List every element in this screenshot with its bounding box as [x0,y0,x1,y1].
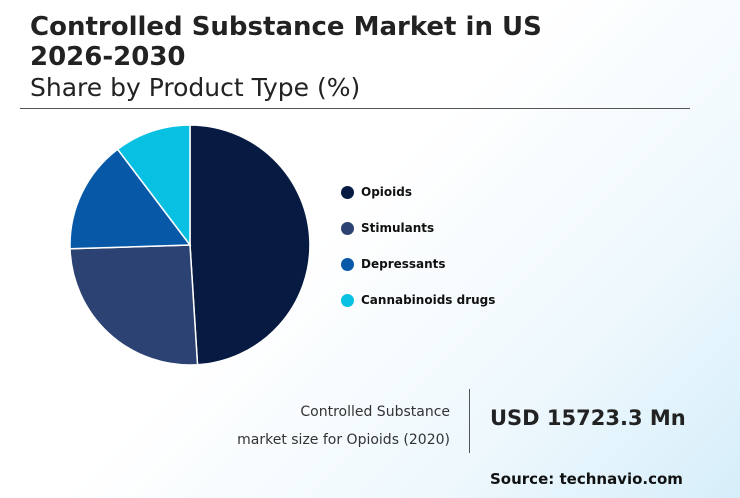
legend-swatch [341,293,354,307]
legend-label: Opioids [361,185,412,199]
legend-item: Cannabinoids drugs [341,282,495,318]
market-size-value: USD 15723.3 Mn [490,406,686,430]
legend-item: Depressants [341,246,495,282]
legend-label: Depressants [361,257,446,271]
market-size-label-line1: Controlled Substance [300,404,450,420]
legend-label: Cannabinoids drugs [361,293,496,307]
legend-swatch [341,221,354,235]
callout-divider [469,389,470,453]
source-credit: Source: technavio.com [490,470,683,488]
legend-item: Opioids [341,174,495,210]
pie-slice-stimulants [69,244,199,366]
pie-slice-opioids [189,124,311,366]
market-size-label: Controlled Substance market size for Opi… [170,398,450,454]
market-size-label-line2: market size for Opioids (2020) [237,432,450,448]
chart-title: Controlled Substance Market in US 2026-2… [30,12,542,72]
legend-item: Stimulants [341,210,495,246]
pie-slice-cannabinoids-drugs [116,124,191,248]
chart-legend: Opioids Stimulants Depressants Cannabinoids… [341,174,495,318]
legend-swatch [341,257,354,271]
legend-swatch [341,185,354,199]
header-divider [20,108,690,109]
pie-slice-depressants [69,148,192,250]
legend-label: Stimulants [361,221,435,235]
chart-subtitle: Share by Product Type (%) [30,73,361,102]
